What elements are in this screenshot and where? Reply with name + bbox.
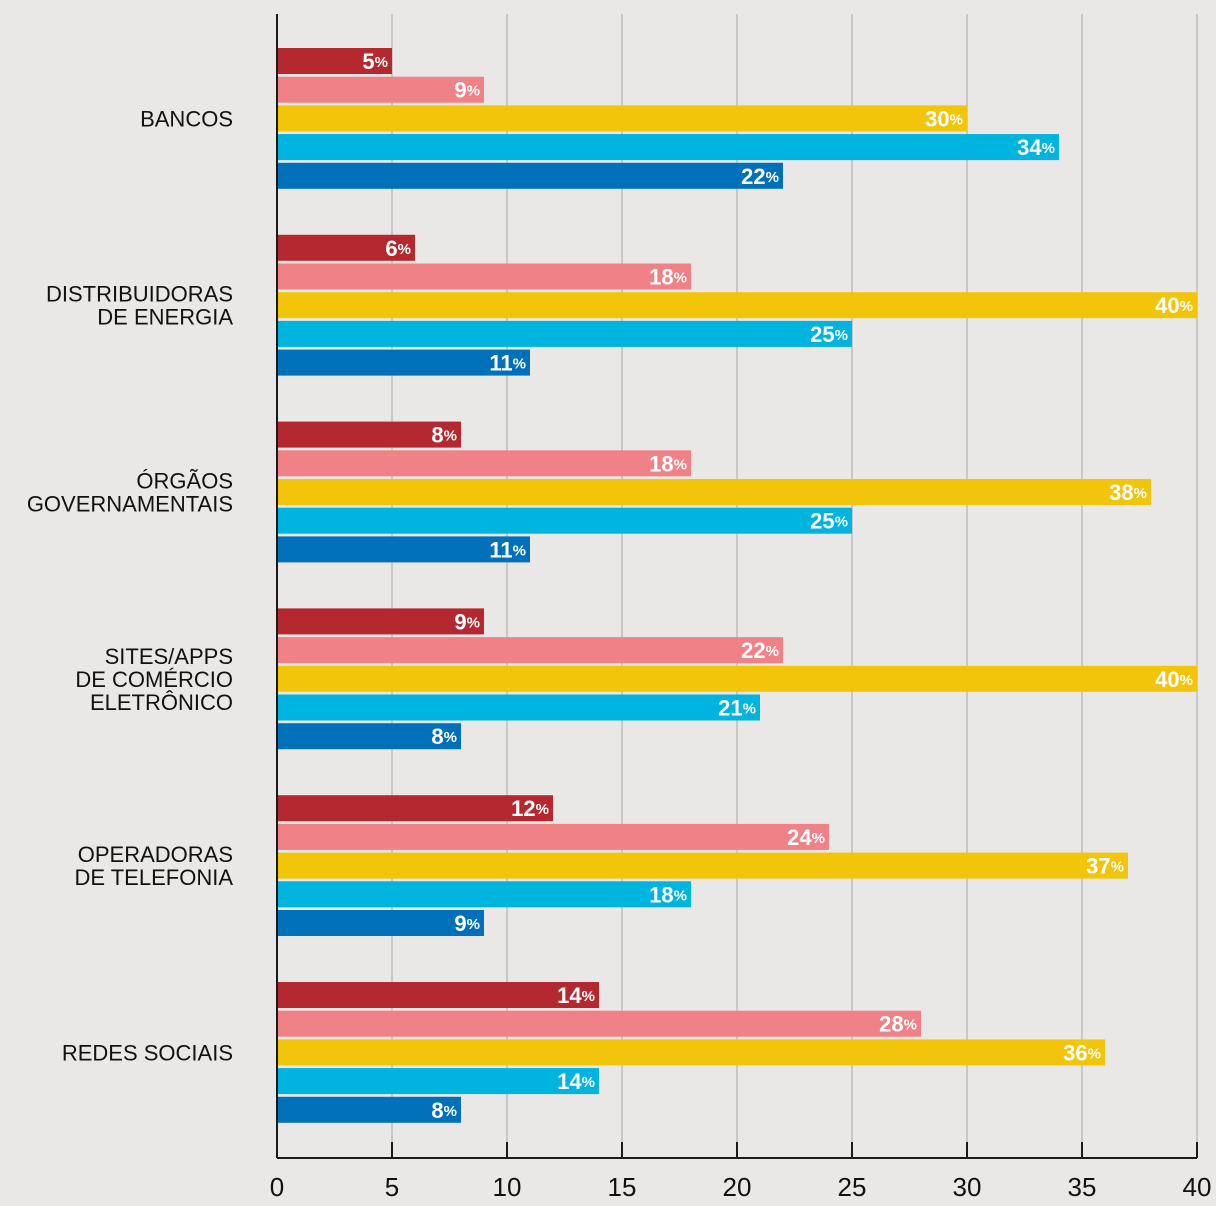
bar-value-label: 9%: [454, 609, 480, 634]
x-tick-label: 20: [723, 1172, 752, 1202]
bar: [277, 694, 760, 721]
x-tick-label: 0: [270, 1172, 284, 1202]
bar-value-label: 34%: [1017, 135, 1055, 160]
bar-value-label: 18%: [649, 451, 687, 476]
bar-value-label: 11%: [489, 351, 526, 376]
x-tick-label: 30: [953, 1172, 982, 1202]
bar-value-label: 37%: [1086, 854, 1124, 879]
bar-value-label: 8%: [431, 724, 457, 749]
bar: [277, 421, 461, 448]
bar-value-label: 12%: [511, 796, 549, 821]
grid-lines: [391, 14, 1198, 1158]
axes: [276, 14, 1198, 1159]
bars: [277, 48, 1197, 1123]
bar-value-label: 25%: [810, 322, 848, 347]
bar-value-label: 22%: [741, 164, 779, 189]
x-tick-label: 5: [385, 1172, 399, 1202]
bar: [277, 982, 599, 1008]
bar: [277, 723, 461, 750]
bar: [277, 665, 1197, 692]
bar-value-label: 30%: [925, 106, 963, 131]
bar: [277, 234, 415, 261]
category-label: ELETRÔNICO: [90, 690, 233, 715]
bar: [277, 1010, 921, 1037]
bar-value-label: 25%: [810, 509, 848, 534]
bar: [277, 76, 484, 103]
category-label: DE COMÉRCIO: [75, 667, 233, 692]
bar-value-label: 8%: [431, 1098, 457, 1123]
bar-value-label: 14%: [557, 983, 595, 1008]
bar-value-label: 38%: [1109, 480, 1147, 505]
bar-value-label: 5%: [362, 49, 388, 74]
category-label: OPERADORAS: [78, 842, 233, 867]
bar: [277, 479, 1151, 505]
bar: [277, 263, 691, 290]
bar: [277, 1096, 461, 1123]
bar-value-label: 28%: [879, 1012, 917, 1037]
category-label: REDES SOCIAIS: [62, 1040, 233, 1065]
category-label: DE TELEFONIA: [74, 865, 233, 890]
x-tick-label: 10: [493, 1172, 522, 1202]
category-label: DE ENERGIA: [97, 305, 233, 330]
bar: [277, 450, 691, 477]
category-label: GOVERNAMENTAIS: [27, 492, 233, 517]
bar-value-label: 9%: [454, 78, 480, 103]
bar: [277, 1068, 599, 1095]
category-label: DISTRIBUIDORAS: [46, 282, 233, 307]
bar: [277, 134, 1059, 161]
x-tick-label: 25: [838, 1172, 867, 1202]
bar-value-label: 11%: [489, 537, 526, 562]
bar: [277, 637, 783, 664]
bar-value-label: 18%: [649, 265, 687, 290]
bar-value-label: 21%: [718, 696, 756, 721]
x-tick-label: 40: [1183, 1172, 1212, 1202]
bar: [277, 349, 530, 376]
bar-value-label: 8%: [431, 423, 457, 448]
bar: [277, 852, 1128, 879]
bar-value-label: 22%: [741, 638, 779, 663]
bar-value-label: 36%: [1063, 1040, 1101, 1065]
bar: [277, 48, 392, 74]
bar-value-label: 18%: [649, 882, 687, 907]
category-label: SITES/APPS: [105, 644, 233, 669]
category-label: ÓRGÃOS: [136, 469, 233, 494]
bar-value-label: 6%: [385, 236, 411, 261]
bar-value-label: 40%: [1155, 293, 1193, 318]
bar-value-label: 9%: [454, 911, 480, 936]
bar: [277, 1039, 1105, 1066]
bar: [277, 823, 829, 850]
bar: [277, 105, 967, 132]
bar-value-label: 14%: [557, 1069, 595, 1094]
category-label: BANCOS: [140, 106, 233, 131]
x-tick-label: 15: [608, 1172, 637, 1202]
bar: [277, 536, 530, 563]
labels: 5% 9% 30% 34% 22% BANCOS 6% 18% 40% 25% 11% DISTRIB…: [27, 49, 1212, 1202]
bar: [277, 292, 1197, 319]
bar: [277, 507, 852, 534]
bar: [277, 910, 484, 936]
bar: [277, 608, 484, 635]
bar: [277, 320, 852, 347]
bar: [277, 881, 691, 908]
bar: [277, 795, 553, 822]
bar: [277, 162, 783, 189]
x-tick-label: 35: [1068, 1172, 1097, 1202]
bar-value-label: 40%: [1155, 667, 1193, 692]
bar-value-label: 24%: [787, 825, 825, 850]
